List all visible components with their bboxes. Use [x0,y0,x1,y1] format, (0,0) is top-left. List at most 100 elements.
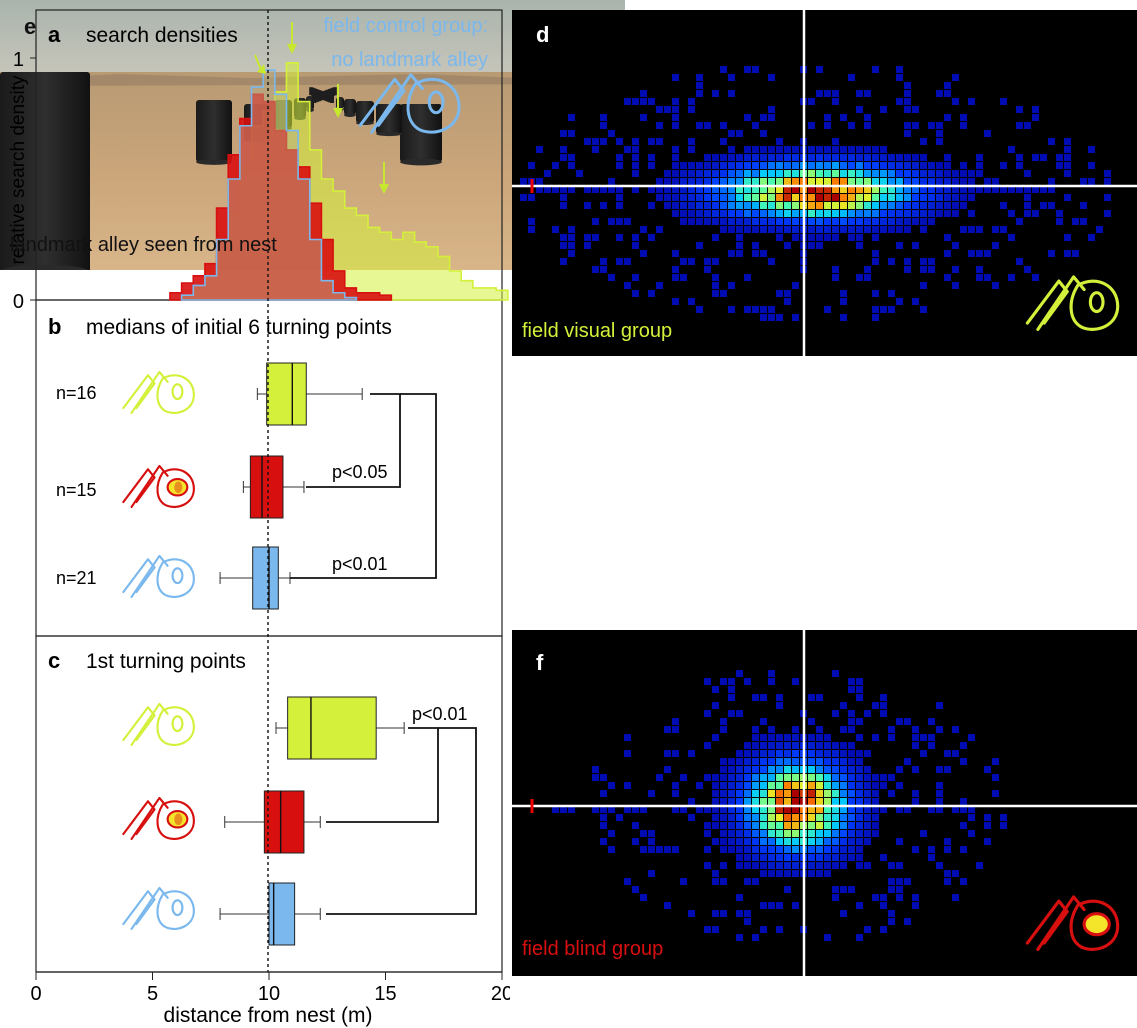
heat-cell [720,782,727,789]
heat-cell [704,178,711,185]
heat-cell [776,766,783,773]
heat-cell [1000,98,1007,105]
heat-cell [688,194,695,201]
heat-cell [776,314,783,321]
heat-cell [840,814,847,821]
heat-cell [720,806,727,813]
x-tick-label: 15 [374,983,396,1005]
heat-cell [856,854,863,861]
heat-cell [808,234,815,241]
heat-cell [744,918,751,925]
heat-cell [768,178,775,185]
heat-cell [896,766,903,773]
heat-cell [704,806,711,813]
heat-cell [792,226,799,233]
heat-cell [848,186,855,193]
heat-cell [704,194,711,201]
heat-cell [712,790,719,797]
heat-cell [888,918,895,925]
heat-cell [816,766,823,773]
heat-cell [816,194,823,201]
landmark-cylinder [344,99,356,115]
heat-cell [712,154,719,161]
heat-cell [832,98,839,105]
heat-cell [848,798,855,805]
heat-cell [816,830,823,837]
heat-cell [960,742,967,749]
heat-cell [848,830,855,837]
heat-cell [728,226,735,233]
heat-cell [896,718,903,725]
heat-cell [952,170,959,177]
heat-cell [616,258,623,265]
heat-cell [912,742,919,749]
heat-cell [968,734,975,741]
heat-cell [904,130,911,137]
heat-cell [608,218,615,225]
heat-cell [1064,154,1071,161]
heat-cell [936,178,943,185]
heat-cell [768,814,775,821]
heat-cell [832,146,839,153]
heat-cell [1064,162,1071,169]
heat-cell [760,870,767,877]
heat-cell [704,710,711,717]
heat-cell [872,790,879,797]
heat-cell [784,862,791,869]
heat-cell [904,878,911,885]
heat-cell [680,194,687,201]
heat-cell [672,122,679,129]
heat-cell [680,162,687,169]
heat-cell [856,162,863,169]
heat-cell [888,186,895,193]
heat-cell [784,750,791,757]
heat-cell [904,758,911,765]
heat-cell [872,154,879,161]
heat-cell [864,170,871,177]
ant-icon-red-b [122,464,195,509]
heat-cell [848,678,855,685]
heat-cell [784,798,791,805]
heat-cell [664,186,671,193]
heat-cell [600,814,607,821]
heat-cell [824,202,831,209]
heat-cell [712,702,719,709]
heat-cell [1000,202,1007,209]
heat-cell [696,170,703,177]
heat-cell [648,838,655,845]
heat-cell [632,822,639,829]
heat-cell [848,146,855,153]
heat-cell [824,750,831,757]
heat-cell [840,114,847,121]
heat-cell [712,686,719,693]
heat-cell [832,154,839,161]
heat-cell [648,234,655,241]
heat-cell [688,910,695,917]
heat-cell [888,862,895,869]
heat-cell [768,154,775,161]
heat-cell [560,806,567,813]
heat-cell [736,186,743,193]
heat-cell [760,774,767,781]
heat-cell [688,298,695,305]
heat-cell [752,774,759,781]
heat-cell [848,210,855,217]
heat-cell [1064,250,1071,257]
heat-cell [736,782,743,789]
heat-cell [752,934,759,941]
heat-cell [768,758,775,765]
panel-a-title: search densities [86,24,238,47]
heat-cell [832,218,839,225]
heat-cell [848,194,855,201]
heat-cell [712,838,719,845]
heat-cell [632,886,639,893]
heat-cell [928,122,935,129]
panel-f-letter: f [536,650,544,675]
heat-cell [696,90,703,97]
heat-cell [840,194,847,201]
heat-cell [1064,234,1071,241]
heat-cell [760,838,767,845]
heat-cell [552,162,559,169]
heat-cell [824,790,831,797]
heat-cell [928,178,935,185]
